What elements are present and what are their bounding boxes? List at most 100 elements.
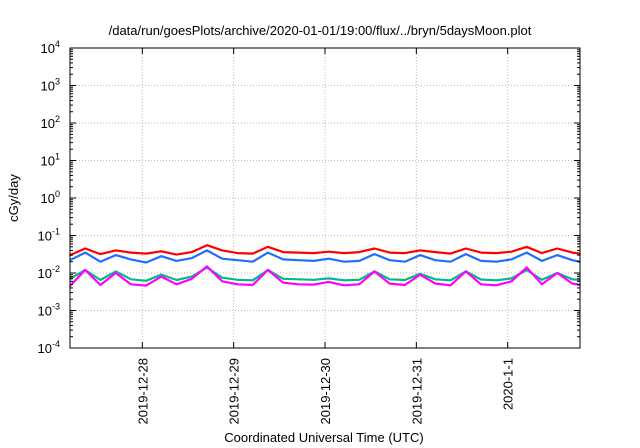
series-3-point — [388, 278, 391, 281]
series-3-point — [571, 278, 574, 281]
series-3-point — [495, 279, 498, 282]
series-4-point — [525, 266, 528, 269]
y-tick-label: 100 — [41, 189, 60, 206]
series-2-point — [84, 251, 86, 254]
series-4-point — [130, 283, 132, 286]
series-1-point — [160, 250, 163, 253]
series-2-point — [449, 260, 452, 263]
series-2-point — [434, 259, 437, 262]
series-2-point — [206, 249, 208, 252]
series-2-point — [358, 260, 361, 262]
y-tick-label: 101 — [41, 152, 60, 169]
series-3-point — [130, 278, 132, 281]
y-tick-label: 102 — [41, 114, 60, 131]
series-1-point — [236, 252, 239, 254]
series-1-point — [449, 252, 452, 255]
series-3-point — [312, 279, 315, 281]
series-3-point — [510, 277, 513, 280]
series-4-point — [267, 269, 269, 271]
series-1-point — [267, 246, 269, 248]
series-4-point — [175, 283, 178, 286]
series-3-point — [145, 280, 147, 282]
series-4-point — [556, 272, 558, 274]
series-2-point — [130, 258, 132, 261]
series-4-point — [343, 284, 345, 287]
series-3-point — [114, 270, 117, 273]
series-2-point — [495, 260, 498, 263]
series-4-point — [191, 278, 193, 280]
series-4-point — [236, 283, 239, 286]
series-1-point — [130, 251, 132, 254]
series-4-point — [251, 284, 254, 286]
series-2-point — [160, 255, 163, 257]
series-4-point — [388, 282, 391, 285]
series-4-point — [465, 270, 467, 273]
series-1-point — [251, 252, 254, 255]
y-axis-label: cGy/day — [6, 174, 21, 222]
series-2-point — [282, 258, 284, 261]
series-2-point — [419, 254, 421, 256]
series-1-point — [145, 252, 147, 255]
series-2-point — [404, 260, 406, 263]
series-2-point — [312, 260, 315, 262]
series-1-point — [175, 253, 178, 256]
series-1-point — [419, 249, 421, 252]
x-tick-label: 2019-12-29 — [227, 358, 242, 425]
series-1-point — [541, 252, 543, 254]
y-tick-label: 10-3 — [38, 302, 60, 319]
y-tick-label: 10-4 — [38, 339, 60, 356]
series-1-point — [434, 251, 437, 253]
ticks: 10-4 10-3 10-2 10-1 100 101 102 103 104 2019-12-2… — [38, 39, 580, 425]
series-2-point — [191, 257, 193, 259]
y-tick-label: 10-1 — [38, 227, 60, 244]
series-2-point — [525, 251, 528, 254]
series-4-point — [571, 282, 574, 285]
series-4-point — [480, 283, 482, 286]
series-2-point — [175, 260, 178, 262]
x-tick-label: 2019-12-30 — [318, 358, 333, 425]
series-4-point — [160, 275, 163, 278]
series-4-point — [419, 273, 421, 276]
series-1-point — [358, 251, 361, 253]
series-3-point — [99, 279, 102, 281]
series-3-point — [343, 279, 345, 282]
series-2-point — [556, 254, 558, 256]
x-tick-label: 2019-12-28 — [135, 358, 150, 425]
series-1-point — [510, 250, 513, 253]
series-4-point — [358, 283, 361, 286]
series-3-point — [480, 278, 482, 281]
series-1-point — [525, 246, 528, 248]
series-4-point — [328, 281, 330, 283]
series-3-point — [541, 279, 543, 281]
series-4-point — [312, 283, 315, 286]
series-line-3 — [69, 266, 581, 282]
series-4-point — [510, 280, 513, 283]
series-4-point — [206, 265, 208, 268]
series-2-point — [221, 257, 223, 260]
series-1-point — [191, 251, 193, 253]
series-3-point — [160, 273, 163, 276]
series-4-point — [99, 284, 102, 286]
series-3-point — [358, 279, 361, 281]
series-3-point — [236, 279, 239, 281]
series-1-point — [221, 249, 223, 252]
series-3-point — [525, 269, 528, 271]
x-tick-label: 2019-12-31 — [409, 358, 424, 425]
series-3-point — [449, 279, 452, 282]
series-1-point — [343, 252, 345, 254]
series-2-point — [541, 260, 543, 262]
grid — [70, 48, 580, 348]
series-3-point — [297, 278, 300, 281]
series-1-point — [206, 244, 208, 246]
series-2-point — [571, 259, 574, 262]
series-1-point — [114, 249, 117, 252]
series-1-point — [388, 251, 391, 254]
series-2-point — [480, 260, 482, 262]
series-3-point — [328, 277, 330, 280]
series-2-point — [343, 260, 345, 263]
series-3-point — [251, 279, 254, 282]
series-4-point — [449, 284, 452, 287]
series-1-point — [84, 247, 86, 250]
series-2-point — [251, 260, 254, 263]
series-3-point — [221, 276, 223, 279]
